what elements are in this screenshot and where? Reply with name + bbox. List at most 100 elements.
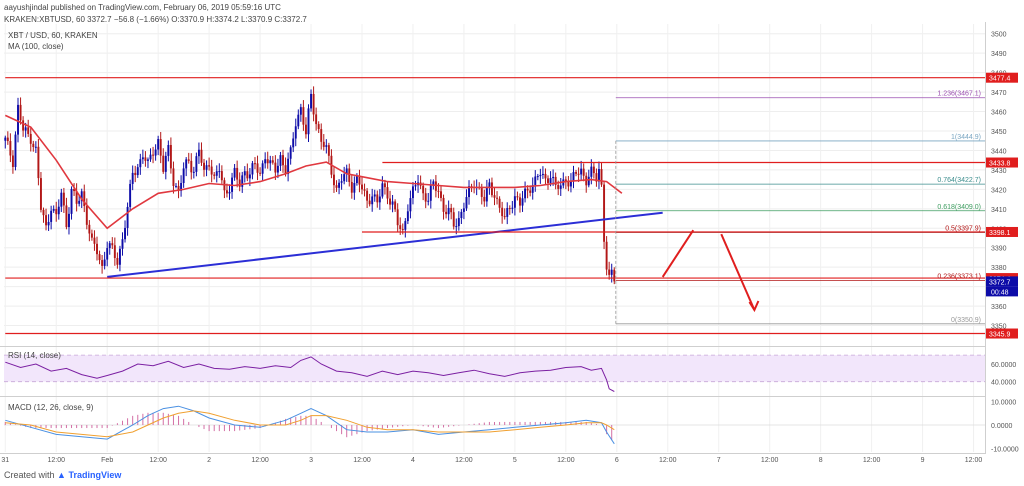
candle-body[interactable] xyxy=(371,196,374,205)
candle-body[interactable] xyxy=(310,93,313,109)
candle-body[interactable] xyxy=(203,162,205,170)
candle-body[interactable] xyxy=(88,224,91,234)
candle-body[interactable] xyxy=(381,183,384,197)
candle-body[interactable] xyxy=(577,173,580,175)
candle-body[interactable] xyxy=(557,184,560,189)
candle-body[interactable] xyxy=(106,248,109,260)
candle-body[interactable] xyxy=(575,172,578,174)
candle-body[interactable] xyxy=(335,185,338,188)
candle-body[interactable] xyxy=(256,163,259,173)
candle-body[interactable] xyxy=(345,168,348,175)
candle-body[interactable] xyxy=(93,237,96,244)
candle-body[interactable] xyxy=(468,186,470,198)
candle-body[interactable] xyxy=(205,165,208,170)
candle-body[interactable] xyxy=(338,182,341,188)
candle-body[interactable] xyxy=(366,190,369,201)
candle-body[interactable] xyxy=(266,159,269,164)
candle-body[interactable] xyxy=(182,168,185,184)
candle-body[interactable] xyxy=(113,245,116,258)
candle-body[interactable] xyxy=(603,184,606,242)
candle-body[interactable] xyxy=(52,208,55,211)
candle-body[interactable] xyxy=(141,157,144,160)
candle-body[interactable] xyxy=(572,172,575,181)
candle-body[interactable] xyxy=(399,225,402,229)
candle-body[interactable] xyxy=(460,211,463,219)
candle-body[interactable] xyxy=(524,188,527,199)
candle-body[interactable] xyxy=(297,114,300,127)
candle-body[interactable] xyxy=(567,181,570,187)
candle-body[interactable] xyxy=(177,185,180,191)
candle-body[interactable] xyxy=(488,182,491,188)
candle-body[interactable] xyxy=(447,207,450,215)
candle-body[interactable] xyxy=(580,168,583,175)
candle-body[interactable] xyxy=(162,155,165,172)
candle-body[interactable] xyxy=(376,194,379,203)
candle-body[interactable] xyxy=(590,166,593,177)
candle-body[interactable] xyxy=(65,205,68,228)
candle-body[interactable] xyxy=(325,145,328,147)
candle-body[interactable] xyxy=(547,178,549,183)
candle-body[interactable] xyxy=(220,171,223,181)
candle-body[interactable] xyxy=(282,155,284,166)
candle-body[interactable] xyxy=(348,168,351,182)
candle-body[interactable] xyxy=(496,197,499,199)
candle-body[interactable] xyxy=(501,207,504,217)
footer-brand[interactable]: TradingView xyxy=(68,470,122,480)
candle-body[interactable] xyxy=(363,189,366,191)
candle-body[interactable] xyxy=(414,185,417,187)
candle-body[interactable] xyxy=(225,190,228,194)
candle-body[interactable] xyxy=(108,243,111,249)
candle-body[interactable] xyxy=(243,171,246,176)
candle-body[interactable] xyxy=(175,185,177,187)
candle-body[interactable] xyxy=(269,160,272,164)
candle-body[interactable] xyxy=(350,181,353,193)
candle-body[interactable] xyxy=(406,211,409,222)
candle-body[interactable] xyxy=(17,104,19,135)
candle-body[interactable] xyxy=(434,181,437,191)
candle-body[interactable] xyxy=(261,163,264,174)
candle-body[interactable] xyxy=(68,213,70,228)
candle-body[interactable] xyxy=(386,187,389,199)
candle-body[interactable] xyxy=(394,201,397,210)
candle-body[interactable] xyxy=(552,176,555,179)
candle-body[interactable] xyxy=(172,168,175,186)
candle-body[interactable] xyxy=(248,174,251,179)
candle-body[interactable] xyxy=(544,173,547,179)
candle-body[interactable] xyxy=(411,186,414,199)
candle-body[interactable] xyxy=(75,191,78,204)
price-pane[interactable]: 1.236(3467.1) 1(3444.9) 0.764(3422.7) 0.618… xyxy=(4,77,985,335)
candle-body[interactable] xyxy=(32,143,35,148)
candle-body[interactable] xyxy=(271,160,274,163)
candle-body[interactable] xyxy=(462,208,465,212)
candle-body[interactable] xyxy=(529,190,532,193)
support-trendline[interactable] xyxy=(107,211,663,278)
candle-body[interactable] xyxy=(233,167,236,178)
candle-body[interactable] xyxy=(39,178,42,210)
candle-body[interactable] xyxy=(294,126,297,139)
candle-body[interactable] xyxy=(582,168,585,176)
candle-body[interactable] xyxy=(427,200,430,202)
candle-body[interactable] xyxy=(534,176,537,186)
candle-body[interactable] xyxy=(276,165,279,173)
candle-body[interactable] xyxy=(513,196,516,208)
candle-body[interactable] xyxy=(42,209,45,216)
candle-body[interactable] xyxy=(493,195,496,198)
candle-body[interactable] xyxy=(587,176,590,186)
candle-body[interactable] xyxy=(432,181,435,186)
candle-body[interactable] xyxy=(139,159,142,168)
candle-body[interactable] xyxy=(378,196,381,203)
candle-body[interactable] xyxy=(101,260,104,266)
candle-body[interactable] xyxy=(526,188,529,191)
candle-body[interactable] xyxy=(213,174,216,176)
candle-body[interactable] xyxy=(312,93,315,115)
candle-body[interactable] xyxy=(485,187,488,202)
candle-body[interactable] xyxy=(70,188,73,214)
candle-body[interactable] xyxy=(4,137,7,141)
candle-body[interactable] xyxy=(78,200,81,204)
candle-body[interactable] xyxy=(598,169,600,182)
candle-body[interactable] xyxy=(559,185,562,189)
candle-body[interactable] xyxy=(22,120,25,131)
candle-body[interactable] xyxy=(218,171,221,173)
candle-body[interactable] xyxy=(391,201,394,205)
candle-body[interactable] xyxy=(613,269,616,282)
